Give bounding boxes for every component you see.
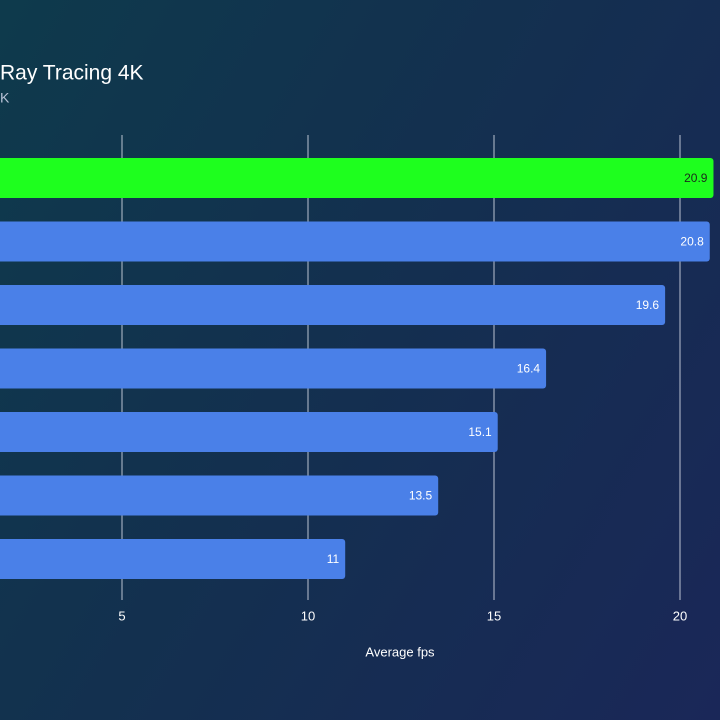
bar — [0, 285, 666, 325]
value-label: 13.5 — [409, 489, 433, 503]
bar — [0, 221, 710, 262]
bar — [0, 158, 714, 198]
value-label: 19.6 — [636, 298, 660, 312]
chart-title: Ray Tracing 4K — [0, 62, 144, 85]
chart-subtitle: K — [0, 90, 10, 106]
value-label: 11 — [327, 552, 340, 566]
value-label: 20.8 — [680, 235, 704, 249]
bar — [0, 348, 547, 389]
x-tick-label: 10 — [301, 608, 315, 623]
value-label: 20.9 — [684, 171, 708, 185]
bar — [0, 412, 498, 452]
x-tick-label: 5 — [118, 608, 125, 623]
value-label: 16.4 — [517, 362, 541, 376]
bar — [0, 539, 346, 579]
x-tick-label: 15 — [487, 608, 501, 623]
x-tick-label: 20 — [673, 608, 687, 623]
x-axis-label: Average fps — [365, 644, 435, 659]
value-label: 15.1 — [468, 425, 492, 439]
bar — [0, 475, 439, 516]
